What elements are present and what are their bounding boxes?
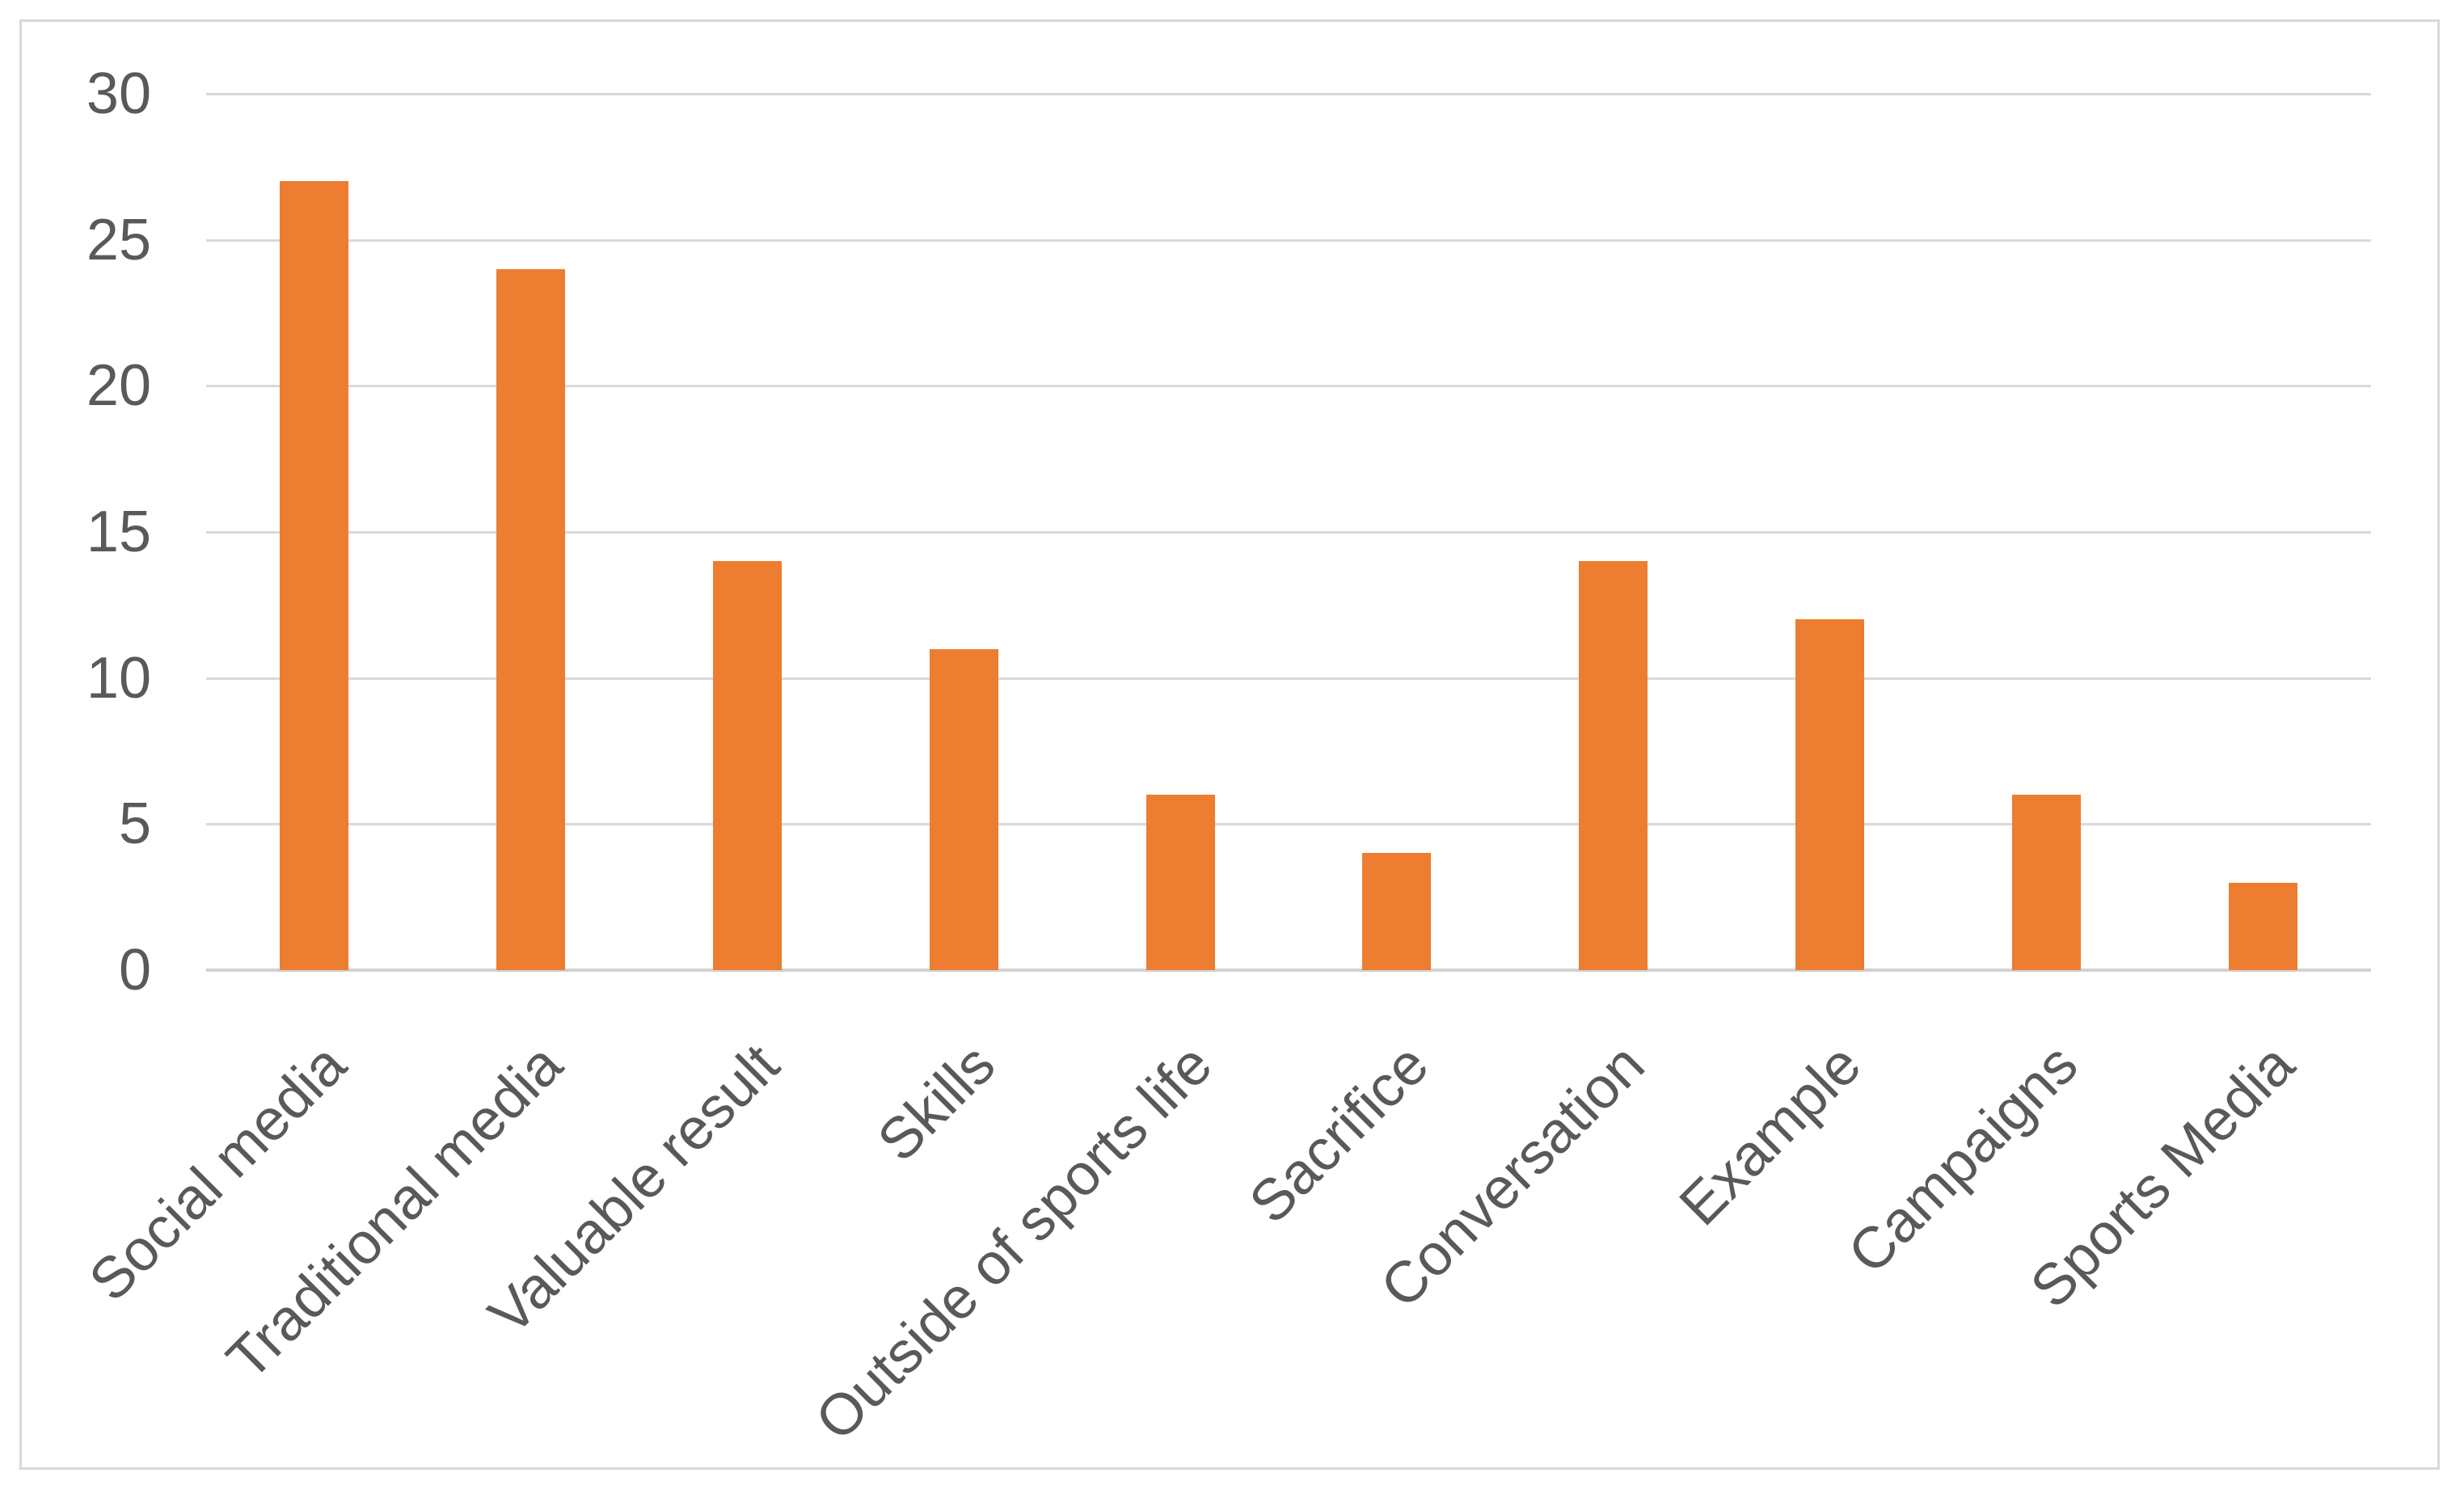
x-axis-category-label: Skills (866, 1032, 1008, 1174)
gridline (206, 531, 2371, 534)
y-axis-tick-label: 10 (86, 645, 151, 711)
y-axis-tick-label: 25 (86, 207, 151, 272)
bar-traditional-media (496, 268, 566, 970)
bar-example (1795, 619, 1864, 970)
bar-conversation (1579, 561, 1648, 970)
y-axis-tick-label: 15 (86, 500, 151, 564)
x-axis-category-label: Example (1668, 1032, 1874, 1239)
bars-layer (22, 22, 2437, 1467)
bar-sports-media (2228, 882, 2297, 970)
chart-frame: 0 5 10 15 20 25 30 Social media Traditional med… (19, 19, 2440, 1470)
bar-campaigns (2011, 795, 2081, 970)
gridline (206, 238, 2371, 242)
gridline (206, 677, 2371, 680)
bar-social-media (280, 181, 349, 970)
y-axis-tick-label: 30 (86, 61, 151, 126)
gridline (206, 385, 2371, 388)
y-axis-tick-label: 0 (118, 938, 151, 1002)
bar-sacrifice (1362, 853, 1432, 970)
bar-valuable-result (713, 561, 782, 970)
x-axis-line (206, 969, 2371, 972)
gridline (206, 93, 2371, 95)
gridline (206, 823, 2371, 826)
x-axis-category-label: Outside of sports life (803, 1032, 1225, 1454)
x-axis-category-label: Sacrifice (1237, 1032, 1441, 1236)
bar-skills (929, 648, 998, 970)
gridlines-layer (22, 22, 2437, 1467)
y-axis-tick-label: 20 (86, 353, 151, 419)
y-axis-tick-label: 5 (118, 791, 151, 857)
bar-outside-of-sports-life (1146, 795, 1215, 970)
y-axis: 0 5 10 15 20 25 30 (22, 22, 2437, 1467)
x-axis-labels: Social media Traditional media Valuable re… (22, 22, 2437, 1467)
